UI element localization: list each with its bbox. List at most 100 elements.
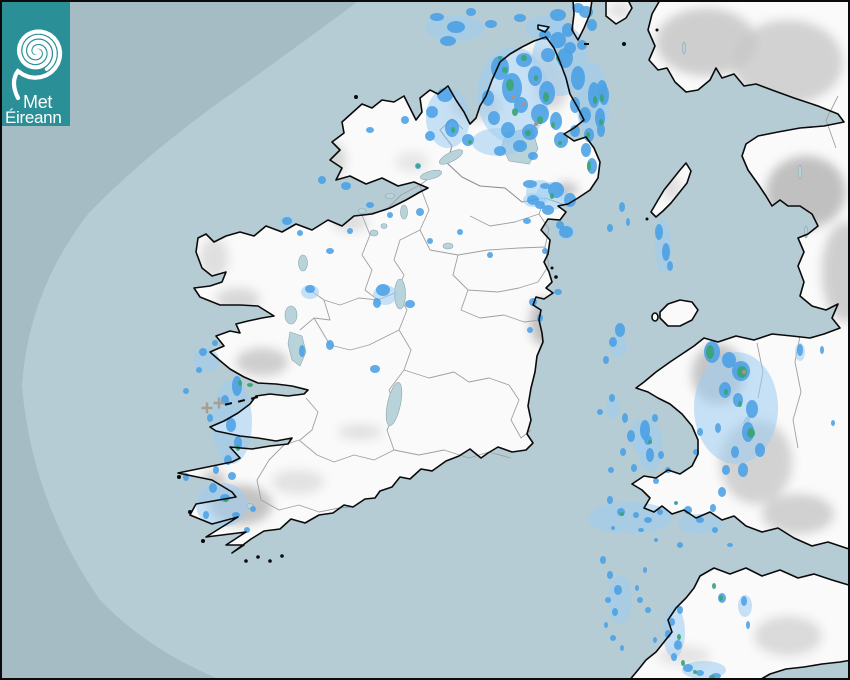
precip-cell: [603, 356, 609, 364]
precip-cell: [440, 36, 456, 46]
precip-cell: [738, 463, 748, 477]
precip-cell: [401, 116, 409, 124]
precip-cell: [527, 195, 539, 205]
precip-cell: [581, 143, 591, 157]
precip-cell: [228, 472, 236, 480]
precip-cell: [550, 9, 566, 21]
precip-cell: [652, 414, 658, 422]
precip-cell: [462, 134, 474, 146]
precip-cell: [648, 440, 652, 444]
precip-cell: [326, 248, 334, 254]
precip-cell: [669, 618, 675, 626]
precip-cell: [722, 352, 736, 368]
precip-cell: [653, 478, 659, 484]
precip-cell: [677, 634, 681, 640]
precip-cell: [226, 418, 236, 432]
precip-cell: [305, 285, 315, 293]
precip-cell: [677, 542, 683, 548]
precip-cell: [514, 14, 526, 22]
precip-cell: [600, 556, 606, 564]
precip-cell: [619, 202, 625, 212]
precip-cell: [653, 637, 657, 643]
precip-cell: [606, 398, 620, 418]
precip-cell: [620, 448, 626, 456]
precip-cell: [742, 370, 746, 374]
precip-cell: [513, 140, 527, 152]
precip-cell: [662, 243, 670, 261]
precip-cell: [558, 141, 562, 145]
precip-cell: [712, 583, 716, 589]
range-marker-cross: [201, 402, 213, 414]
precip-cell: [485, 20, 497, 28]
lough-corrib: [287, 331, 307, 367]
precip-cell: [831, 420, 835, 426]
precip-cell: [209, 483, 217, 493]
precip-cell: [681, 660, 685, 666]
precip-cell: [671, 653, 677, 661]
precip-cell: [657, 509, 663, 515]
precip-cell: [712, 527, 718, 533]
precip-cell: [534, 122, 538, 126]
precip-cell: [494, 146, 506, 156]
cyclone-swirl-icon: [2, 2, 70, 126]
precip-cell: [488, 111, 500, 125]
precip-cell: [551, 122, 555, 128]
precip-cell: [501, 122, 515, 138]
precip-cell: [550, 32, 566, 48]
precip-cell: [543, 92, 549, 102]
precip-cell: [579, 107, 591, 123]
range-markers: [201, 397, 225, 414]
precip-cell: [416, 164, 420, 168]
precip-cell: [706, 345, 714, 359]
precip-cell: [347, 228, 353, 234]
precip-cell: [696, 670, 704, 676]
precip-cell: [506, 79, 514, 91]
precip-cell: [571, 66, 585, 90]
holy-island: [652, 313, 658, 321]
precip-cell: [608, 576, 632, 624]
precip-cell: [522, 102, 526, 106]
precip-cell: [640, 420, 650, 440]
precip-cell: [451, 127, 455, 133]
precip-cell: [609, 394, 615, 402]
range-marker-cross: [213, 397, 225, 409]
precip-cell: [722, 465, 730, 475]
precip-cell: [370, 365, 380, 373]
precip-cell: [746, 400, 758, 418]
precip-cell: [535, 201, 545, 209]
precip-cell: [607, 224, 613, 232]
precip-cell: [646, 448, 654, 462]
precip-cell: [599, 119, 603, 125]
precip-cell: [299, 345, 305, 357]
precip-cell: [572, 3, 584, 13]
precip-cell: [724, 389, 728, 395]
precip-cell: [559, 226, 573, 238]
precip-cell: [643, 567, 647, 573]
precip-cell: [207, 414, 213, 422]
precip-cell: [644, 517, 652, 523]
precip-cell: [674, 501, 678, 505]
precip-cell: [608, 467, 614, 473]
precip-cell: [531, 104, 549, 124]
precip-cell: [540, 183, 550, 189]
precip-cell: [638, 528, 644, 532]
logo-text-eireann: Éireann: [5, 108, 62, 127]
precip-cell: [637, 597, 643, 603]
anglesey-island: [660, 300, 698, 326]
precip-cell: [430, 13, 444, 21]
precip-cell: [511, 95, 515, 99]
precip-cell: [502, 67, 508, 73]
precip-cell: [612, 608, 618, 616]
precip-cell: [674, 640, 682, 650]
precip-cell: [654, 538, 658, 542]
precip-cell: [741, 596, 747, 606]
precip-cell: [587, 19, 597, 31]
precip-cell: [366, 202, 374, 208]
precip-cell: [238, 380, 242, 386]
precip-cell: [738, 401, 742, 407]
precip-cell: [614, 585, 622, 595]
precip-cell: [341, 182, 351, 190]
precip-cell: [447, 21, 465, 33]
precip-cell: [405, 300, 415, 308]
precip-cell: [611, 526, 615, 530]
